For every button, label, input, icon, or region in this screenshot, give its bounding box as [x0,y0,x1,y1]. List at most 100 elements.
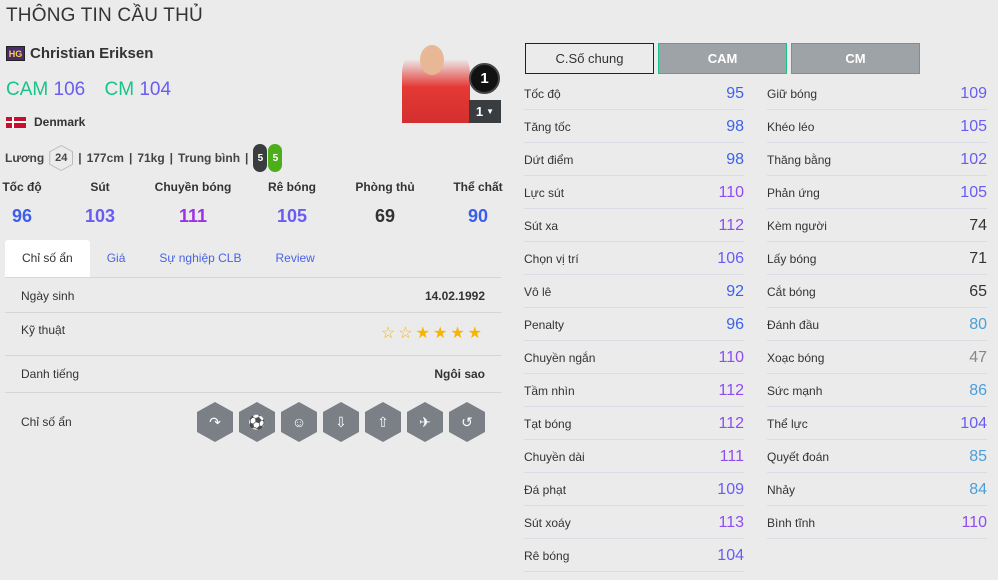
position-ovr: 106 [53,79,86,100]
stat-value: 112 [718,381,744,399]
summary-stat-label: Phòng thủ [355,180,415,194]
summary-stat: Phòng thủ 69 [335,180,435,227]
stat-row: Chuyền ngắn 110 [524,341,744,374]
stat-label: Bình tĩnh [767,515,816,530]
summary-stat-value: 96 [11,206,33,226]
body-type: Trung bình [178,151,241,165]
summary-stat-value: 111 [178,206,208,226]
stat-label: Cắt bóng [767,284,816,299]
stat-value: 85 [969,447,987,465]
caret-down-icon: ▼ [486,107,495,116]
flair-icon[interactable]: ✈ [407,402,443,442]
salary-badge: 24 [49,145,74,171]
finesse-shot-icon[interactable]: ⚽ [239,402,275,442]
cm-stats-button[interactable]: CM [791,43,920,74]
stat-value: 110 [718,348,744,366]
tab-price[interactable]: Giá [106,251,126,265]
separator: | [128,151,133,165]
stat-row: Rê bóng 104 [524,539,744,572]
skill-stars: ☆☆★★★★ [381,323,485,343]
stat-value: 105 [960,183,987,201]
stat-value: 104 [960,414,987,432]
stat-label: Rê bóng [524,548,570,563]
star-filled-icon: ★ [450,325,468,342]
summary-stat: Rê bóng 105 [242,180,342,227]
stat-value: 112 [718,216,744,234]
stat-row: Quyết đoán 85 [767,440,987,473]
stat-row: Đá phạt 109 [524,473,744,506]
summary-stat-label: Tốc độ [2,180,42,194]
stat-value: 98 [726,150,744,168]
stat-value: 92 [726,282,744,300]
summary-stat-value: 103 [84,206,116,226]
reputation-row: Danh tiếng Ngôi sao [5,356,501,393]
player-photo [402,43,470,123]
summary-stat: Chuyền bóng 111 [143,180,243,227]
general-stats-button[interactable]: C.Số chung [525,43,654,74]
stat-row: Kèm người 74 [767,209,987,242]
stat-row: Tạt bóng 112 [524,407,744,440]
stat-value: 95 [726,84,744,102]
salary-label: Lương [5,151,45,165]
stat-value: 74 [969,216,987,234]
stat-label: Lấy bóng [767,251,817,266]
denmark-flag-icon [6,116,26,128]
long-shot-taker-icon[interactable]: ↷ [197,402,233,442]
stat-value: 105 [960,117,987,135]
stat-value: 110 [961,513,987,531]
cam-stats-button[interactable]: CAM [658,43,787,74]
page-title: THÔNG TIN CẦU THỦ [6,5,203,26]
birthdate-value: 14.02.1992 [424,288,485,303]
long-passer-icon[interactable]: ⇧ [365,402,401,442]
tab-review[interactable]: Review [275,251,315,265]
summary-stat-label: Rê bóng [268,180,316,194]
stat-row: Đánh đầu 80 [767,308,987,341]
stat-view-buttons: C.Số chung CAM CM [525,43,920,74]
summary-stat: Tốc độ 96 [0,180,72,227]
summary-stat: Sút 103 [50,180,150,227]
salary-value: 24 [50,146,73,170]
nationality: Denmark [6,115,85,129]
stat-value: 112 [718,414,744,432]
stat-value: 109 [960,84,987,102]
stat-label: Vô lê [524,284,552,299]
stat-row: Khéo léo 105 [767,110,987,143]
playmaker-icon[interactable]: ☺ [281,402,317,442]
stat-row: Bình tĩnh 110 [767,506,987,539]
stat-label: Sút xa [524,218,559,233]
stat-label: Quyết đoán [767,449,830,464]
stat-value: 71 [969,249,987,267]
stat-row: Thể lực 104 [767,407,987,440]
stat-label: Xoạc bóng [767,350,825,365]
foot-rating: 5 5 [253,144,283,172]
hidden-traits-label: Chỉ số ẩn [21,415,72,429]
separator: | [245,151,249,165]
summary-stat-value: 69 [374,206,396,226]
hidden-traits-row: Chỉ số ẩn ↷ ⚽ ☺ ⇩ ⇧ ✈ ↺ [5,393,501,451]
stat-row: Sút xoáy 113 [524,506,744,539]
stat-row: Xoạc bóng 47 [767,341,987,374]
through-pass-icon[interactable]: ⇩ [323,402,359,442]
stat-row: Penalty 96 [524,308,744,341]
position-label: CM [104,79,135,100]
reputation-value: Ngôi sao [434,367,485,381]
birthdate-label: Ngày sinh [21,288,75,303]
stat-label: Khéo léo [767,119,815,134]
tab-club-career[interactable]: Sự nghiệp CLB [159,251,242,265]
stat-row: Chọn vị trí 106 [524,242,744,275]
upgrade-badge: 1 [469,63,500,94]
star-filled-icon: ★ [415,325,433,342]
summary-stat-label: Sút [90,180,110,194]
level-value: 1 [475,104,484,119]
summary-stat-value: 105 [276,206,308,226]
tab-hidden-stats[interactable]: Chỉ số ẩn [5,240,90,277]
level-dropdown[interactable]: 1 ▼ [469,100,501,123]
height: 177cm [86,151,124,165]
player-name-row: HG Christian Eriksen [6,45,153,62]
stat-label: Sức mạnh [767,383,823,398]
summary-stat-value: 90 [467,206,489,226]
stat-value: 47 [969,348,987,366]
stat-value: 84 [969,480,987,498]
stat-row: Phản ứng 105 [767,176,987,209]
outside-foot-shot-icon[interactable]: ↺ [449,402,485,442]
